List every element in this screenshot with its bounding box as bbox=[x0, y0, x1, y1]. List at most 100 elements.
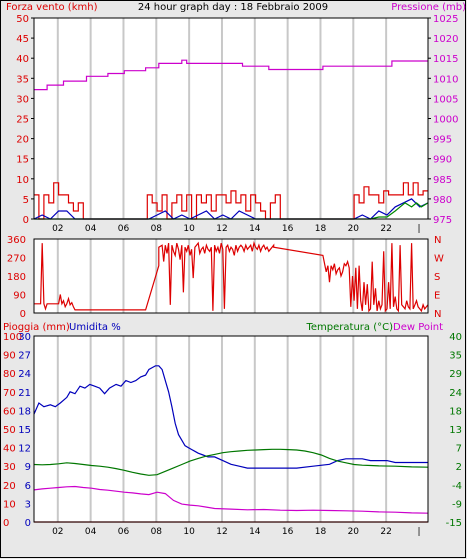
x-tick-label: 04 bbox=[85, 527, 97, 537]
x-tick-label: 06 bbox=[118, 527, 130, 537]
x-tick-label: | bbox=[417, 224, 420, 234]
humidity-tick-label: 3 bbox=[25, 499, 31, 510]
humidity-tick-label: 21 bbox=[18, 388, 31, 399]
x-tick-label: 12 bbox=[216, 224, 227, 234]
dewpoint-line bbox=[33, 485, 429, 514]
x-tick-label: 08 bbox=[151, 527, 163, 537]
rain-tick-label: 90 bbox=[3, 351, 16, 362]
rain-axis-label: Pioggia (mm) bbox=[3, 322, 70, 333]
wind-tick-label: 5 bbox=[23, 195, 29, 206]
humidity-tick-label: 18 bbox=[18, 406, 31, 417]
avg-line bbox=[34, 202, 429, 220]
pressure-tick-label: 1005 bbox=[433, 94, 458, 105]
wind-tick-label: 50 bbox=[16, 14, 29, 25]
temperature-tick-label: 29 bbox=[449, 369, 462, 380]
plot-area bbox=[34, 336, 428, 522]
humidity-line bbox=[33, 365, 428, 469]
pressure-axis-label: Pressione (mb) bbox=[391, 2, 466, 13]
x-tick-label: | bbox=[417, 527, 420, 537]
wind-tick-label: 20 bbox=[16, 135, 29, 146]
temperature-tick-label: 24 bbox=[449, 388, 462, 399]
rain-tick-label: 10 bbox=[3, 499, 16, 510]
wind-axis-label: Forza vento (kmh) bbox=[6, 2, 98, 13]
x-tick-label: 02 bbox=[52, 224, 63, 234]
pressure-tick-label: 1025 bbox=[433, 14, 458, 25]
humidity-tick-label: 30 bbox=[18, 332, 31, 343]
temperature-axis-label: Temperatura (°C) bbox=[305, 322, 393, 333]
plot-border bbox=[33, 238, 429, 314]
temperature-tick-label: 18 bbox=[449, 406, 462, 417]
direction-tick-label: 270 bbox=[7, 254, 26, 265]
pressure-tick-label: 1020 bbox=[433, 34, 458, 45]
rain-tick-label: 30 bbox=[3, 462, 16, 473]
x-tick-label: 06 bbox=[118, 224, 130, 234]
x-tick-label: 14 bbox=[249, 527, 261, 537]
temperature-tick-label: 13 bbox=[449, 425, 462, 436]
compass-tick-label: E bbox=[434, 291, 440, 302]
pressure-tick-label: 990 bbox=[433, 155, 452, 166]
temperature-tick-label: 40 bbox=[449, 332, 462, 343]
compass-tick-label: N bbox=[434, 235, 441, 246]
wind-tick-label: 35 bbox=[16, 74, 29, 85]
x-tick-label: 10 bbox=[183, 224, 195, 234]
rain-tick-label: 50 bbox=[3, 425, 16, 436]
pressure-tick-label: 1015 bbox=[433, 54, 458, 65]
rain-tick-label: 60 bbox=[3, 406, 16, 417]
temperature-tick-label: 2 bbox=[456, 462, 462, 473]
wind-tick-label: 30 bbox=[16, 94, 29, 105]
x-tick-label: 20 bbox=[348, 527, 360, 537]
wind-tick-label: 45 bbox=[16, 34, 29, 45]
temperature-tick-label: 35 bbox=[449, 351, 462, 362]
rain-tick-label: 70 bbox=[3, 388, 16, 399]
temperature-tick-label: -9 bbox=[452, 499, 462, 510]
x-tick-label: 14 bbox=[249, 224, 261, 234]
x-tick-label: 12 bbox=[216, 527, 227, 537]
pressure-tick-label: 995 bbox=[433, 135, 452, 146]
pressure-tick-label: 1010 bbox=[433, 74, 458, 85]
pressure-tick-label: 980 bbox=[433, 195, 452, 206]
pressure-tick-label: 1000 bbox=[433, 115, 458, 126]
rain-tick-label: 100 bbox=[3, 332, 22, 343]
wind-tick-label: 15 bbox=[16, 155, 29, 166]
x-tick-label: 10 bbox=[183, 527, 195, 537]
x-tick-label: 22 bbox=[380, 224, 391, 234]
humidity-tick-label: 27 bbox=[18, 351, 31, 362]
direction-tick-label: 180 bbox=[7, 272, 26, 283]
x-tick-label: 16 bbox=[282, 224, 294, 234]
temperature-tick-label: 7 bbox=[456, 444, 462, 455]
x-tick-label: 04 bbox=[85, 224, 97, 234]
wind-tick-label: 0 bbox=[23, 215, 29, 226]
pressure-line bbox=[34, 59, 428, 91]
plot-border bbox=[33, 335, 429, 523]
wind-tick-label: 40 bbox=[16, 54, 29, 65]
direction-tick-label: 90 bbox=[13, 291, 26, 302]
x-tick-label: 18 bbox=[315, 224, 327, 234]
rain-tick-label: 40 bbox=[3, 444, 16, 455]
rain-tick-label: 80 bbox=[3, 369, 16, 380]
compass-tick-label: N bbox=[434, 309, 441, 320]
temperature-tick-label: -15 bbox=[446, 518, 462, 529]
humidity-tick-label: 15 bbox=[18, 425, 31, 436]
x-tick-label: 20 bbox=[348, 224, 360, 234]
wind-tick-label: 10 bbox=[16, 175, 29, 186]
direction-tick-label: 0 bbox=[20, 309, 26, 320]
compass-tick-label: W bbox=[434, 254, 444, 265]
temperature-line bbox=[33, 448, 429, 476]
plot-area bbox=[34, 18, 428, 219]
humidity-axis-label: Umidita % bbox=[69, 322, 121, 333]
chart-title: 24 hour graph day : 18 Febbraio 2009 bbox=[138, 2, 328, 13]
dewpoint-axis-label: Dew Point bbox=[393, 322, 443, 333]
humidity-tick-label: 24 bbox=[18, 369, 31, 380]
direction-tick-label: 360 bbox=[7, 235, 26, 246]
compass-tick-label: S bbox=[434, 272, 440, 283]
x-tick-label: 16 bbox=[282, 527, 294, 537]
x-tick-label: 22 bbox=[380, 527, 391, 537]
wind-direction-line bbox=[34, 240, 429, 313]
humidity-tick-label: 12 bbox=[18, 444, 31, 455]
x-tick-label: 18 bbox=[315, 527, 327, 537]
